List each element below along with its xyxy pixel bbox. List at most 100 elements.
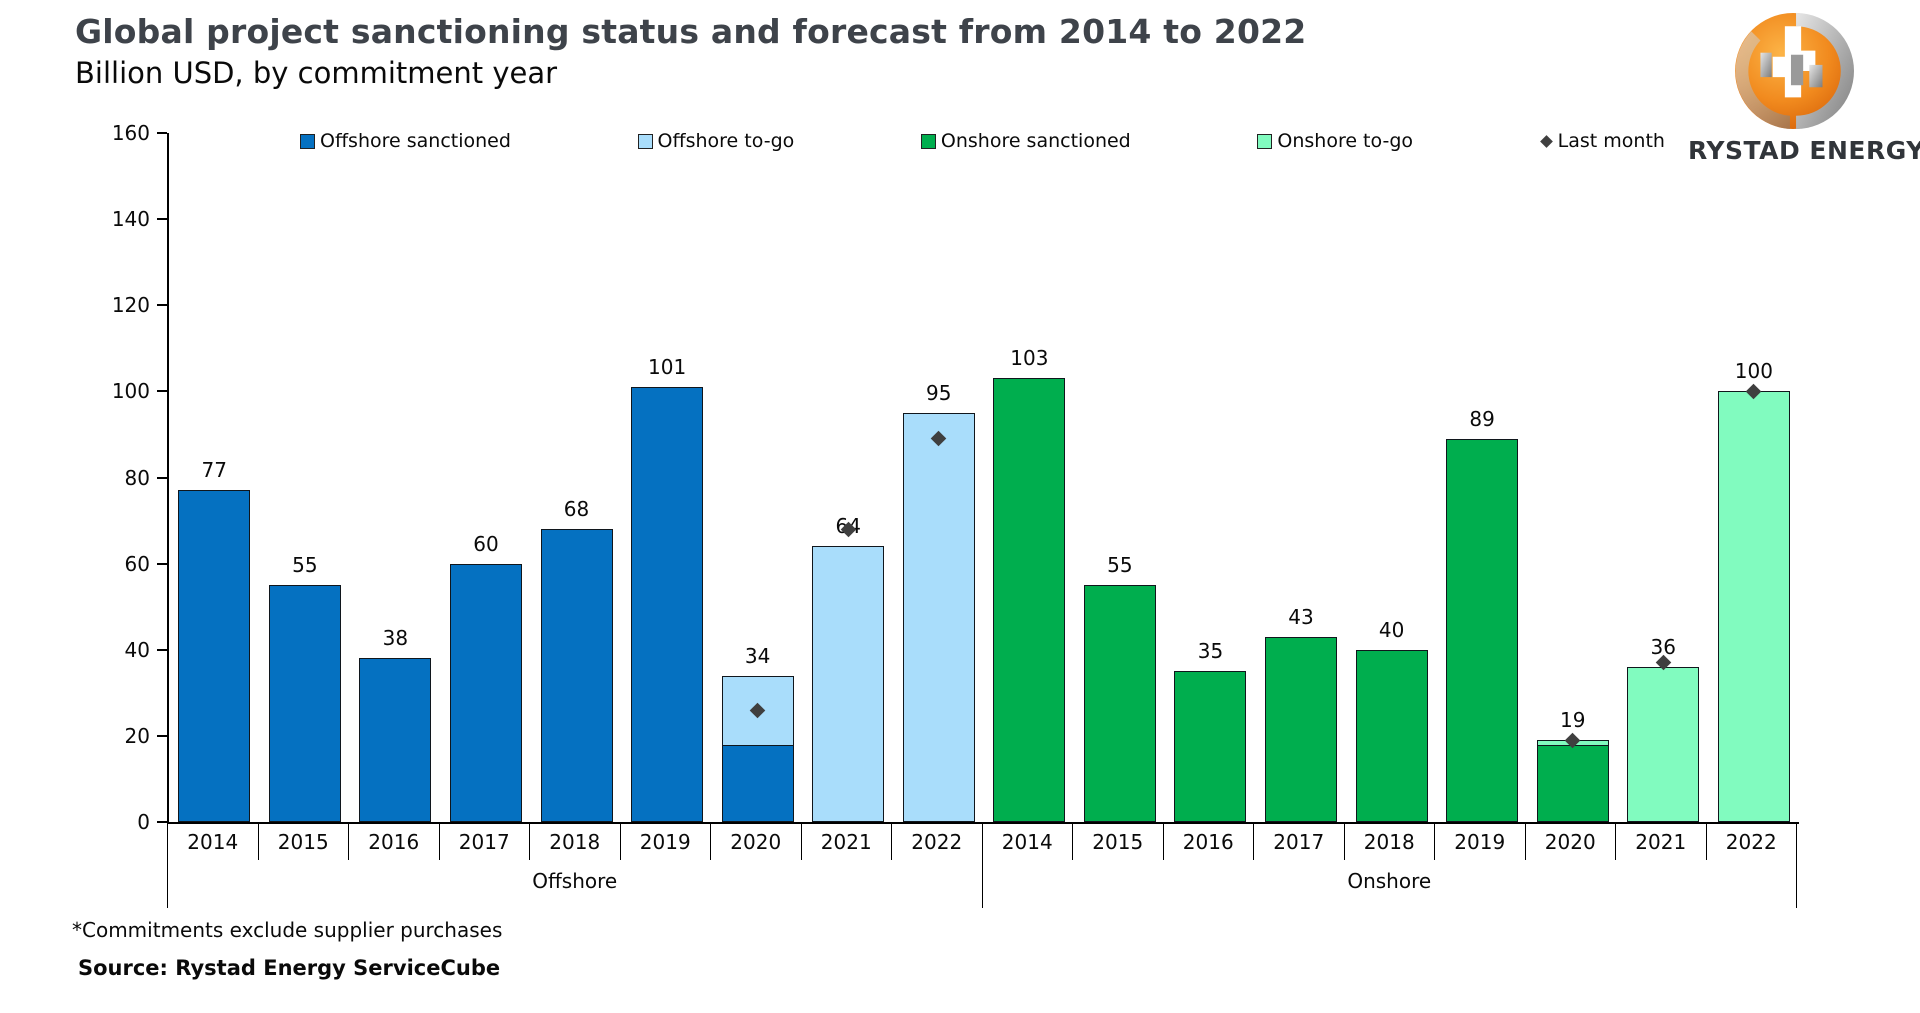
bar-value-label: 95 (926, 380, 952, 405)
bar-slot-onshore-2020: 19 (1527, 133, 1618, 822)
year-label-2022: 2022 (1725, 830, 1777, 854)
bar-segment-to-go (902, 412, 975, 822)
bar-value-label: 55 (1107, 553, 1133, 578)
legend-item-offshore-to-go: Offshore to-go (637, 130, 795, 152)
y-tick-mark (157, 734, 167, 737)
year-label-2019: 2019 (1435, 824, 1526, 860)
bar-slot-onshore-2015: 55 (1075, 133, 1166, 822)
bar-offshore-2022 (902, 412, 975, 822)
group-label-onshore: Onshore (1347, 869, 1432, 893)
axis-group-offshore: 2014 2015 2016 2017 2018 2019 2020 2021 2022 Offs… (167, 824, 983, 908)
bar-onshore-2022 (1717, 391, 1790, 822)
square-swatch-icon (300, 133, 315, 149)
bar-value-label: 100 (1734, 359, 1773, 384)
year-label-2017: 2017 (1254, 824, 1345, 860)
year-label-2016: 2016 (349, 824, 440, 860)
bar-value-label: 34 (744, 643, 771, 668)
bar-offshore-2018 (540, 529, 613, 822)
diamond-swatch-icon (1539, 134, 1553, 148)
bar-value-label: 19 (1559, 708, 1586, 733)
bar-value-label: 35 (1197, 639, 1224, 664)
y-tick-mark (157, 562, 167, 565)
chart-subtitle: Billion USD, by commitment year (75, 56, 558, 90)
bar-slot-offshore-2017: 60 (441, 133, 532, 822)
y-tick-label: 20 (124, 723, 150, 748)
bar-value-label: 55 (292, 553, 318, 578)
year-label-2017: 2017 (440, 824, 530, 860)
year-label-2021: 2021 (802, 824, 892, 860)
year-label-2021: 2021 (1616, 824, 1707, 860)
legend-item-onshore-to-go: Onshore to-go (1257, 130, 1413, 152)
bar-slot-onshore-2017: 43 (1256, 133, 1347, 822)
legend-label: Offshore to-go (657, 130, 795, 152)
legend-label: Last month (1557, 130, 1665, 152)
legend-label: Onshore to-go (1277, 130, 1414, 152)
y-tick-label: 40 (124, 637, 150, 662)
bar-value-label: 43 (1288, 604, 1314, 629)
bar-slot-offshore-2016: 38 (350, 133, 441, 822)
year-label-2015: 2015 (1073, 824, 1164, 860)
bar-segment-sanctioned (268, 585, 341, 822)
y-tick-mark (157, 132, 167, 134)
y-tick-mark (157, 218, 167, 221)
y-tick-label: 120 (111, 293, 150, 318)
years-row: 2014 2015 2016 2017 2018 2019 2020 2021 2022 (983, 824, 1797, 860)
bar-value-label: 68 (563, 497, 590, 522)
bar-segment-sanctioned (721, 744, 794, 822)
bar-onshore-2019 (1446, 438, 1519, 822)
bar-offshore-2015 (268, 585, 341, 822)
rystad-globe-icon (1735, 13, 1854, 129)
bar-slot-onshore-2021: 36 (1618, 133, 1709, 822)
bar-onshore-2020 (1536, 740, 1609, 822)
y-tick-label: 0 (137, 810, 150, 834)
bar-slot-onshore-2016: 35 (1165, 133, 1256, 822)
square-swatch-icon (637, 133, 653, 149)
bar-value-label: 77 (201, 458, 227, 483)
year-label-2019: 2019 (621, 824, 711, 860)
group-label-offshore: Offshore (532, 869, 618, 893)
bar-segment-sanctioned (1174, 671, 1247, 822)
bar-onshore-2018 (1355, 649, 1428, 822)
y-tick-label: 60 (124, 551, 150, 576)
bar-segment-sanctioned (1083, 585, 1156, 822)
bar-slot-offshore-2019: 101 (622, 133, 713, 822)
year-label-2018: 2018 (1345, 824, 1435, 860)
y-tick-label: 160 (111, 121, 150, 145)
category-axis: 2014 2015 2016 2017 2018 2019 2020 2021 2022 Offs… (167, 824, 1797, 908)
bar-slot-offshore-2020: 34 (712, 133, 803, 822)
plot-area: 77 55 38 60 68 101 34 64 95 103 55 35 43 40 89 19 36 100 (157, 132, 1800, 824)
y-tick-label: 100 (111, 379, 150, 404)
bar-slot-offshore-2014: 77 (169, 133, 260, 822)
bar-offshore-2021 (812, 546, 885, 822)
bar-slot-offshore-2022: 95 (894, 133, 985, 822)
bar-offshore-2014 (178, 490, 251, 822)
bar-segment-sanctioned (178, 490, 251, 822)
chart-footnote: *Commitments exclude supplier purchases (72, 918, 503, 942)
bar-segment-sanctioned (993, 378, 1066, 822)
year-label-2020: 2020 (1526, 824, 1616, 860)
bar-slot-onshore-2022: 100 (1709, 133, 1800, 822)
y-tick-label: 80 (124, 465, 150, 490)
year-label-2014: 2014 (168, 824, 259, 860)
bar-segment-sanctioned (1355, 649, 1428, 822)
bar-segment-to-go (1717, 391, 1790, 822)
legend-item-offshore-sanctioned: Offshore sanctioned (300, 130, 511, 152)
legend-item-onshore-sanctioned: Onshore sanctioned (920, 130, 1131, 152)
bar-segment-sanctioned (1446, 438, 1519, 822)
year-label-2016: 2016 (1164, 824, 1254, 860)
y-tick-label: 140 (111, 207, 150, 232)
y-tick-mark (157, 648, 167, 651)
bar-slot-offshore-2018: 68 (531, 133, 622, 822)
bar-offshore-2017 (449, 563, 522, 822)
bar-offshore-2016 (359, 658, 432, 822)
y-tick-mark (157, 476, 167, 479)
year-label-2018: 2018 (530, 824, 621, 860)
bar-slot-offshore-2015: 55 (260, 133, 351, 822)
bar-onshore-2017 (1265, 636, 1338, 822)
square-swatch-icon (1257, 133, 1273, 149)
rystad-energy-logo: RYSTAD ENERGY (1688, 10, 1920, 165)
chart-legend: Offshore sanctioned Offshore to-go Onshore… (300, 130, 1665, 152)
axis-group-onshore: 2014 2015 2016 2017 2018 2019 2020 2021 2022 Onsh… (983, 824, 1797, 908)
bar-segment-sanctioned (359, 658, 432, 822)
